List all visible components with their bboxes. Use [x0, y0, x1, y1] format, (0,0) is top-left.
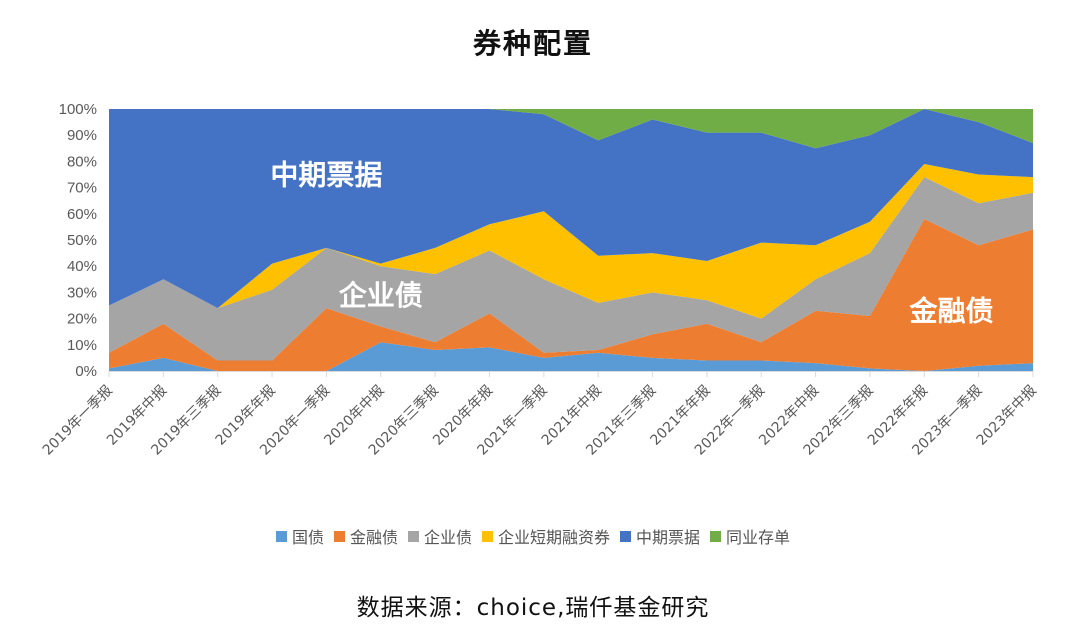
y-tick-label: 30% — [67, 284, 97, 301]
area-series-2 — [109, 177, 1033, 361]
y-tick-label: 40% — [67, 258, 97, 275]
legend-swatch-icon — [620, 530, 632, 542]
legend-item-2: 企业债 — [407, 524, 472, 548]
area-annotation-1: 企业债 — [339, 279, 423, 312]
legend-swatch-icon — [710, 530, 722, 542]
area-series-4 — [109, 109, 1033, 309]
legend-item-1: 金融债 — [333, 524, 398, 548]
y-tick-label: 60% — [67, 206, 97, 223]
y-tick-label: 10% — [67, 337, 97, 354]
legend-swatch-icon — [333, 530, 345, 542]
legend-item-4: 中期票据 — [620, 524, 700, 548]
legend-label: 企业短期融资券 — [498, 528, 611, 547]
y-tick-label: 100% — [59, 101, 97, 118]
legend-label: 企业债 — [423, 528, 472, 547]
y-axis: 0% 10% 20% 30% 40% 50% 60% 70% 80% 90% 100% — [59, 101, 97, 380]
area-annotation-0: 中期票据 — [270, 159, 382, 192]
legend-label: 金融债 — [349, 528, 398, 547]
legend-label: 国债 — [291, 528, 324, 547]
legend-label: 中期票据 — [636, 528, 701, 547]
y-tick-label: 80% — [67, 153, 97, 170]
area-annotation-2: 金融债 — [908, 295, 993, 328]
chart-areas — [109, 109, 1033, 371]
y-tick-label: 50% — [67, 232, 97, 249]
legend-item-3: 企业短期融资券 — [482, 524, 610, 548]
data-source-note: 数据来源：choice,瑞仟基金研究 — [356, 595, 710, 621]
legend-item-0: 国债 — [275, 524, 324, 548]
area-series-3 — [109, 164, 1033, 319]
legend-swatch-icon — [407, 530, 419, 542]
stacked-area-chart: 0% 10% 20% 30% 40% 50% 60% 70% 80% 90% 100% 2019年一… — [40, 101, 1040, 459]
y-tick-label: 70% — [67, 180, 97, 197]
area-series-0 — [109, 342, 1033, 371]
legend-swatch-icon — [482, 530, 493, 542]
area-series-5 — [109, 109, 1033, 149]
y-tick-label: 90% — [67, 127, 97, 144]
chart-legend: 国债 金融债 企业债 企业短期融资券 中期票据 同业存单 — [0, 524, 1066, 548]
legend-swatch-icon — [275, 530, 287, 542]
x-axis: 2019年一季报2019年中报2019年三季报2019年年报2020年一季报20… — [40, 371, 1040, 459]
chart-title: 券种配置 — [472, 27, 593, 60]
legend-item-5: 同业存单 — [710, 524, 790, 548]
x-tick-label: 2019年一季报 — [40, 383, 116, 459]
y-tick-label: 0% — [75, 363, 97, 380]
legend-label: 同业存单 — [726, 528, 791, 547]
y-tick-label: 20% — [67, 311, 97, 328]
area-series-1 — [109, 219, 1033, 371]
